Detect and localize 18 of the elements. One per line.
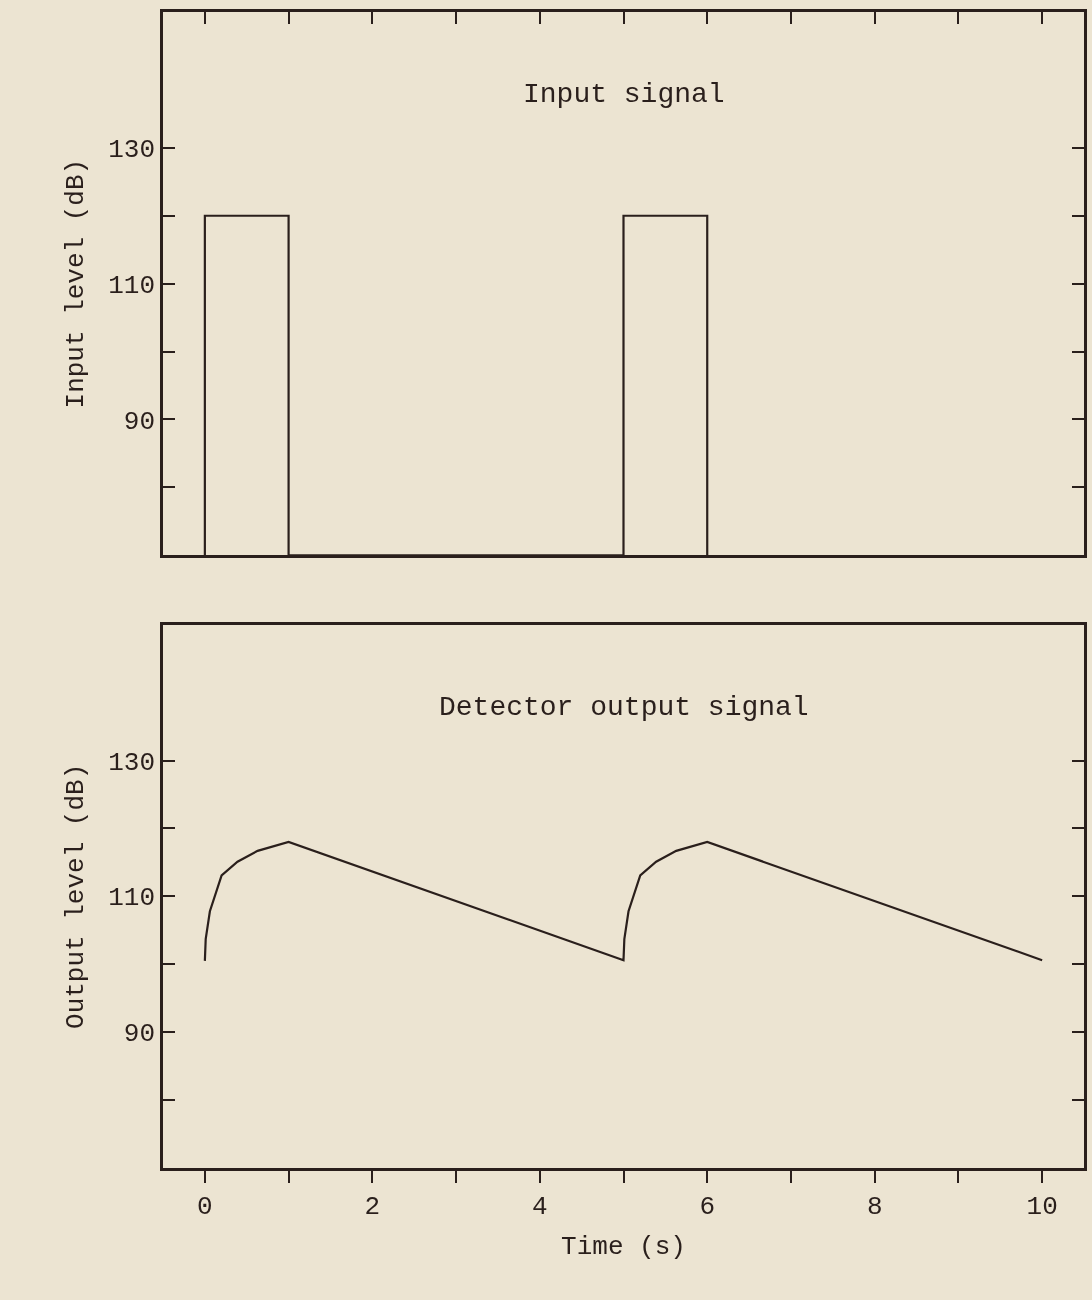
x-tick-label: 8 <box>866 1191 883 1222</box>
y-axis-title: Input level (dB) <box>60 158 91 409</box>
y-tick-label: 130 <box>108 134 156 165</box>
x-tick-label: 10 <box>1026 1191 1058 1222</box>
line-series <box>203 840 1044 962</box>
y-axis-title: Output level (dB) <box>60 763 91 1029</box>
x-tick-label: 2 <box>364 1191 381 1222</box>
x-tick-label: 4 <box>531 1191 548 1222</box>
x-axis-title: Time (s) <box>561 1231 686 1262</box>
y-tick-label: 110 <box>108 270 156 301</box>
x-tick-label: 6 <box>699 1191 716 1222</box>
y-tick-label: 90 <box>123 1019 156 1050</box>
y-tick-label: 90 <box>123 406 156 437</box>
text: Input signal <box>523 79 725 110</box>
text: Detector output signal <box>439 692 809 723</box>
y-tick-label: 110 <box>108 883 156 914</box>
x-tick-label: 0 <box>197 1191 213 1222</box>
y-tick-label: 130 <box>108 747 156 778</box>
